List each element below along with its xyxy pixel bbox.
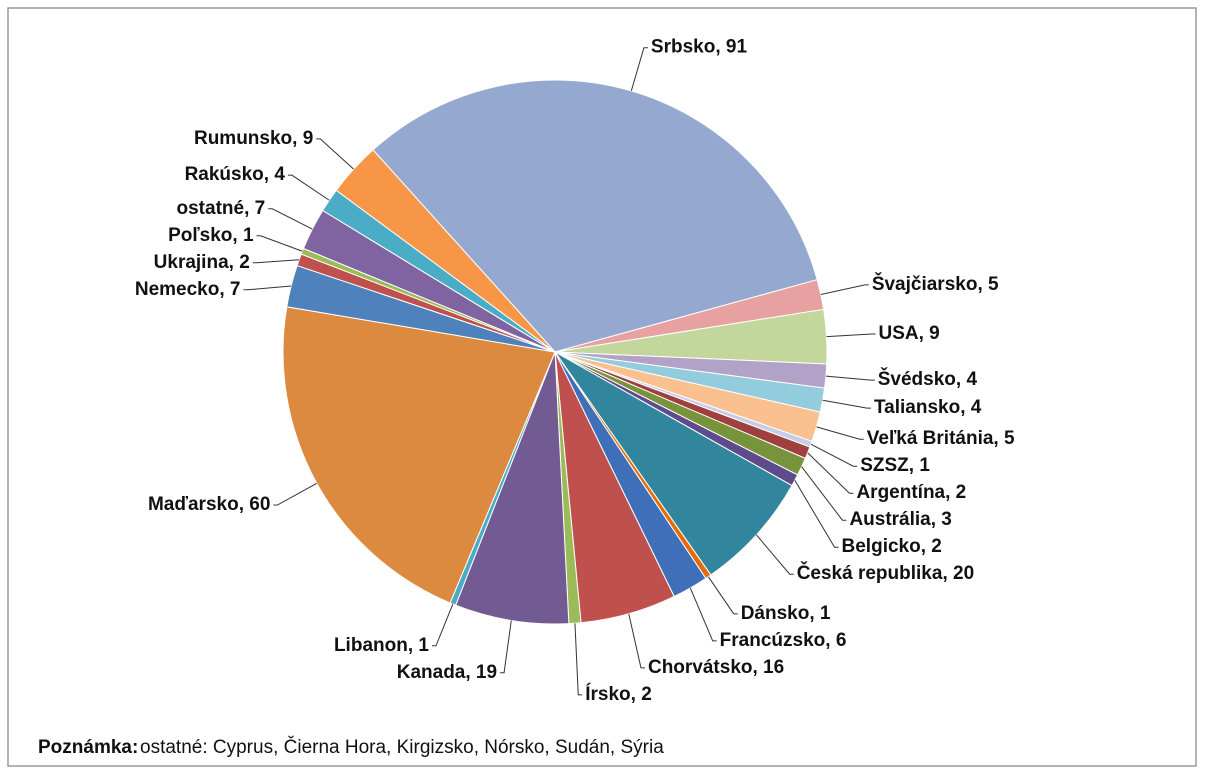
leader-line <box>689 587 717 642</box>
leader-line <box>316 138 354 170</box>
data-label: Taliansko, 4 <box>874 397 982 418</box>
data-label: SZSZ, 1 <box>860 455 930 476</box>
data-label: Maďarsko, 60 <box>148 494 270 515</box>
leader-line <box>816 426 864 440</box>
pie-slice <box>372 79 818 353</box>
leader-line <box>287 174 330 201</box>
leader-line <box>500 620 512 674</box>
leader-line <box>273 482 318 506</box>
leader-line <box>574 623 583 696</box>
leader-line <box>810 443 858 467</box>
data-label: Veľká Británia, 5 <box>867 428 1015 449</box>
data-label: Kanada, 19 <box>397 662 497 683</box>
data-label: Rumunsko, 9 <box>194 128 313 149</box>
note: ostatné: Cyprus, Čierna Hora, Kirgizsko,… <box>140 736 664 758</box>
data-label: Srbsko, 91 <box>651 37 748 58</box>
data-label: Rakúsko, 4 <box>185 164 286 185</box>
data-label: Nemecko, 7 <box>135 279 241 300</box>
data-label: USA, 9 <box>878 323 939 344</box>
data-label: Poľsko, 1 <box>168 225 254 246</box>
leader-line <box>707 576 738 615</box>
data-label: ostatné, 7 <box>177 198 266 219</box>
pie-slice <box>282 306 556 604</box>
slices <box>282 79 828 625</box>
labels: Srbsko, 91 Švajčiarsko, 5 USA, 9 Švédsko, 4… <box>135 37 1015 705</box>
leader-line <box>826 333 876 338</box>
data-label: Francúzsko, 6 <box>720 630 847 651</box>
leader-line <box>822 399 871 409</box>
data-label: Libanon, 1 <box>334 635 429 656</box>
data-label: Austrália, 3 <box>849 509 951 530</box>
leader-line <box>628 613 645 669</box>
leader-line <box>825 375 875 381</box>
data-label: Švajčiarsko, 5 <box>872 273 999 295</box>
leader-line <box>794 480 839 548</box>
leader-line <box>243 285 292 291</box>
data-label: Švédsko, 4 <box>878 368 978 390</box>
leader-line <box>431 603 454 647</box>
leader-line <box>268 208 313 230</box>
leader-line <box>252 259 300 264</box>
leader-line <box>820 284 869 295</box>
data-label: Česká republika, 20 <box>797 562 974 584</box>
data-label: Argentína, 2 <box>856 482 966 503</box>
note-label: Poznámka: <box>38 737 138 758</box>
data-label: Dánsko, 1 <box>741 603 831 624</box>
leader-line <box>256 235 303 252</box>
data-label: Chorvátsko, 16 <box>648 657 784 678</box>
leader-line <box>807 452 854 494</box>
pie-slice <box>455 351 570 625</box>
data-label: Írsko, 2 <box>585 683 652 705</box>
pie-slice <box>335 149 556 353</box>
pie-slice <box>554 351 793 576</box>
data-label: Ukrajina, 2 <box>154 252 250 273</box>
leader-line <box>630 47 648 92</box>
data-label: Belgicko, 2 <box>842 536 942 557</box>
leader-line <box>756 534 794 575</box>
leader-line <box>801 466 847 521</box>
